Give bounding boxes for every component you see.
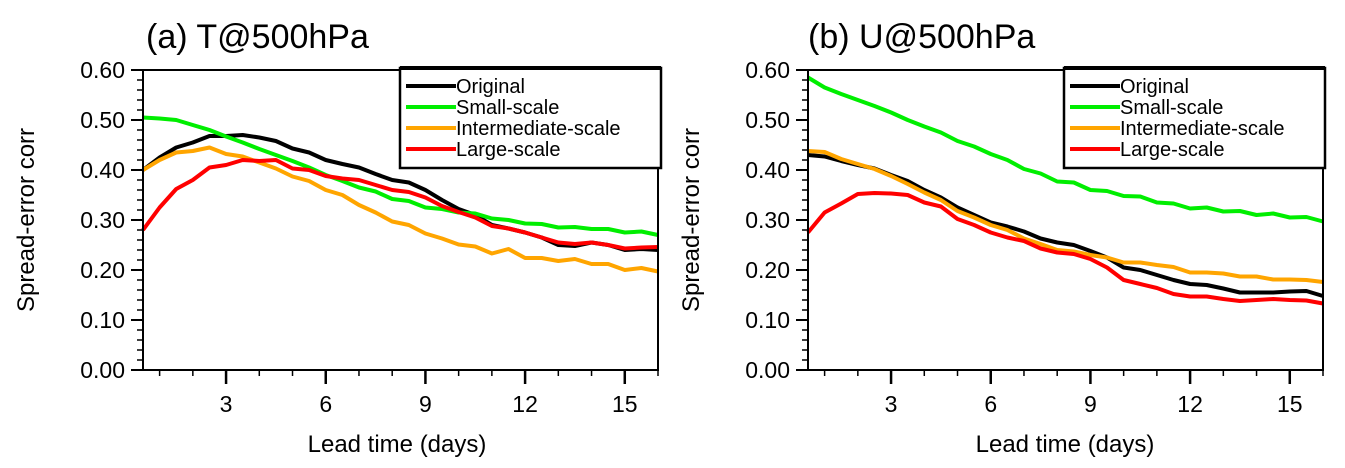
y-axis-label: Spread-error corr	[678, 128, 705, 312]
legend-label: Intermediate-scale	[456, 118, 621, 140]
series-lines	[141, 115, 659, 274]
x-tick-label: 12	[1177, 391, 1203, 417]
y-tick-label: 0.10	[745, 307, 790, 333]
panel-b: (b) U@500hPa Lead time (days) Spread-err…	[678, 18, 1327, 458]
panel-a: (a) T@500hPa Lead time (days) Spread-err…	[13, 18, 663, 458]
legend-label: Intermediate-scale	[1120, 118, 1285, 140]
y-tick-label: 0.50	[745, 107, 790, 133]
x-tick-label: 15	[1277, 391, 1303, 417]
y-tick-label: 0.60	[745, 57, 790, 83]
y-tick-label: 0.10	[80, 307, 125, 333]
legend-label: Large-scale	[456, 139, 561, 161]
y-tick-label: 0.20	[80, 257, 125, 283]
x-tick-label: 3	[220, 391, 233, 417]
x-axis-label: Lead time (days)	[976, 431, 1155, 458]
legend: OriginalSmall-scaleIntermediate-scaleLar…	[398, 66, 663, 170]
y-tick-label: 0.30	[745, 207, 790, 233]
legend-label: Small-scale	[456, 97, 559, 119]
y-tick-label: 0.40	[80, 157, 125, 183]
y-tick-label: 0.00	[745, 357, 790, 383]
series-line-large-scale	[141, 158, 659, 251]
legend-label: Large-scale	[1120, 139, 1225, 161]
series-line-intermediate-scale	[807, 149, 1324, 284]
series-line-large-scale	[806, 191, 1324, 306]
y-tick-label: 0.20	[745, 257, 790, 283]
x-tick-label: 15	[612, 391, 638, 417]
legend-label: Small-scale	[1120, 97, 1223, 119]
y-tick-label: 0.50	[80, 107, 125, 133]
x-tick-label: 12	[512, 391, 538, 417]
legend-label: Original	[456, 76, 525, 98]
y-tick-label: 0.30	[80, 207, 125, 233]
y-tick-label: 0.40	[745, 157, 790, 183]
series-lines	[806, 75, 1324, 306]
series-line-intermediate-scale	[141, 145, 659, 274]
x-tick-label: 9	[1084, 391, 1097, 417]
x-tick-label: 9	[419, 391, 432, 417]
x-tick-label: 3	[885, 391, 898, 417]
legend: OriginalSmall-scaleIntermediate-scaleLar…	[1062, 66, 1327, 170]
y-tick-label: 0.60	[80, 57, 125, 83]
x-axis-label: Lead time (days)	[308, 431, 487, 458]
y-tick-label: 0.00	[80, 357, 125, 383]
chart-title: (b) U@500hPa	[808, 18, 1035, 56]
axis-ticks: 0.00 0.10 0.20 0.30 0.40 0.50 0.60 3 6 9 12 15	[80, 57, 659, 417]
legend-label: Original	[1120, 76, 1189, 98]
y-axis-label: Spread-error corr	[13, 128, 40, 312]
x-tick-label: 6	[319, 391, 332, 417]
series-line-small-scale	[806, 75, 1324, 224]
chart-title: (a) T@500hPa	[146, 18, 369, 56]
series-line-small-scale	[142, 115, 659, 237]
x-tick-label: 6	[984, 391, 997, 417]
